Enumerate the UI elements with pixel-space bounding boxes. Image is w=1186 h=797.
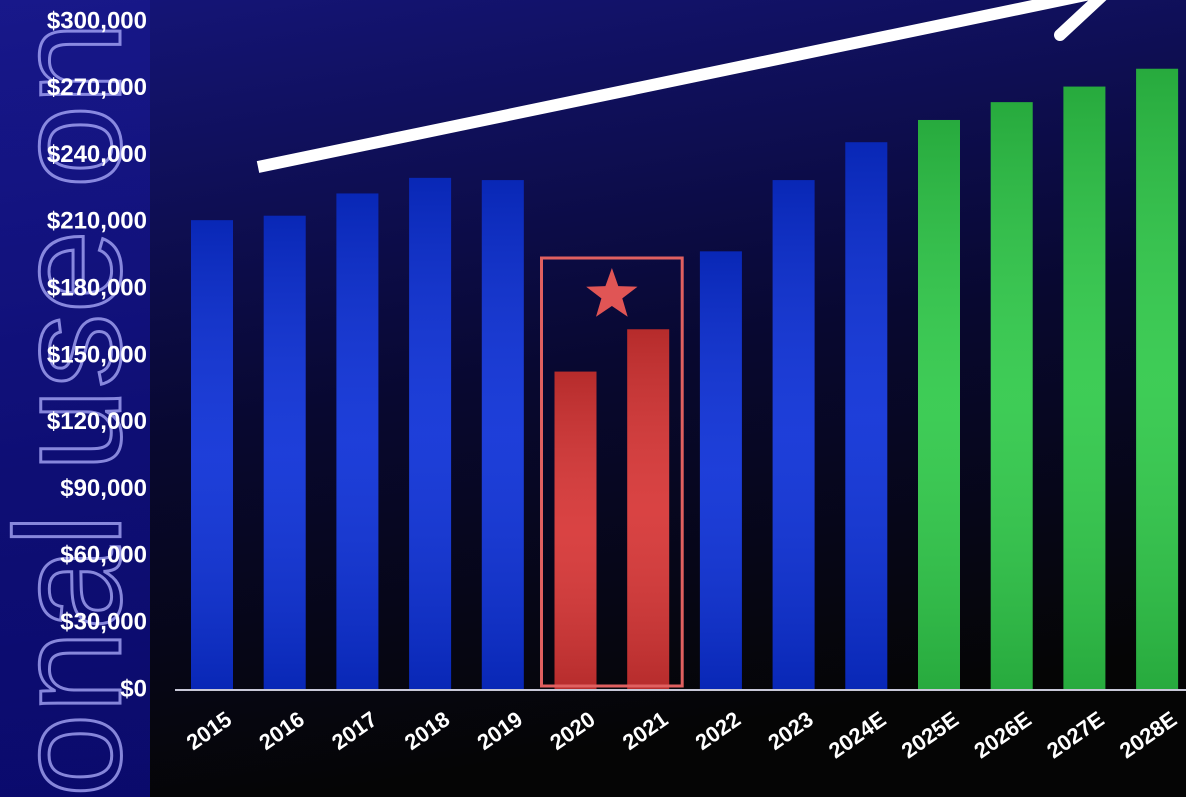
side-band [0,0,150,797]
y-tick-label: $270,000 [47,74,147,101]
bar-shade [554,371,597,690]
bar-shade [772,180,815,691]
bar-shade [409,177,452,690]
y-tick-label: $30,000 [60,609,147,636]
bar-shade [845,142,888,691]
bar-shade [990,102,1033,690]
bar-shade [191,220,233,690]
y-tick-label: $0 [120,675,147,702]
y-tick-label: $240,000 [47,141,147,168]
y-tick-label: $150,000 [47,341,147,368]
bar-shade [627,329,670,690]
y-tick-label: $60,000 [60,542,147,569]
highlight-box [540,256,684,688]
bar-shade [263,215,306,690]
bar-shade [336,193,379,690]
bar-shade [699,251,742,690]
watermark: onal use on [0,21,152,797]
trend-arrow [256,0,1091,173]
y-tick-label: $180,000 [47,275,147,302]
star-icon [586,268,638,317]
y-tick-label: $90,000 [60,475,147,502]
y-tick-label: $210,000 [47,208,147,235]
y-tick-label: $300,000 [47,7,147,34]
trend-arrowhead [1054,0,1107,41]
bar-shade [481,180,524,691]
bar-shade [918,119,960,691]
y-tick-label: $120,000 [47,408,147,435]
bar-shade [1063,86,1106,690]
bar-shade [1136,68,1179,690]
